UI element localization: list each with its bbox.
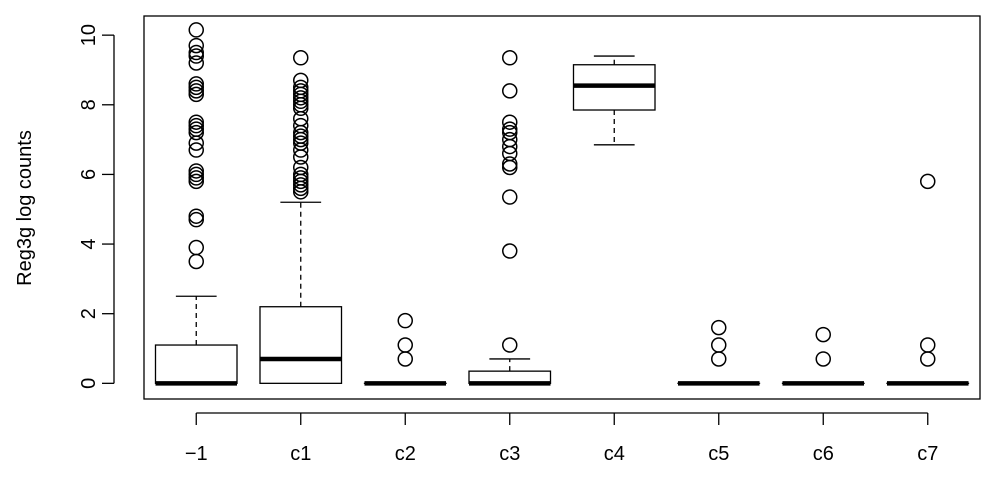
y-tick-label: 6 bbox=[78, 169, 100, 180]
y-tick-label: 0 bbox=[78, 378, 100, 389]
outlier-point bbox=[711, 351, 727, 367]
outlier-point bbox=[293, 159, 309, 176]
box-1 bbox=[154, 22, 238, 386]
outlier-point bbox=[188, 163, 204, 179]
outlier-point bbox=[188, 121, 204, 137]
outlier-point bbox=[815, 351, 831, 367]
outlier-point bbox=[502, 337, 518, 353]
outlier-point bbox=[188, 208, 204, 224]
outlier-point bbox=[188, 48, 204, 64]
outlier-point bbox=[293, 50, 309, 66]
outlier-point bbox=[188, 76, 204, 92]
outlier-point bbox=[711, 319, 727, 336]
outlier-point bbox=[188, 173, 204, 190]
outlier-point bbox=[397, 312, 413, 329]
x-tick-label: c2 bbox=[395, 443, 416, 465]
x-tick-label: c7 bbox=[917, 443, 938, 465]
outlier-point bbox=[293, 72, 309, 89]
outlier-point bbox=[188, 55, 204, 71]
outlier-point bbox=[188, 211, 204, 228]
outlier-point bbox=[188, 170, 204, 186]
box-4 bbox=[468, 50, 552, 386]
outlier-point bbox=[502, 114, 518, 130]
axes: 0 2 4 6 8 10 −1 c1 c2 c3 c4 c5 c6 c7 bbox=[78, 15, 981, 465]
outlier-point bbox=[188, 117, 204, 134]
y-axis-label: Reg3g log counts bbox=[14, 130, 36, 286]
outlier-point bbox=[293, 79, 309, 96]
outlier-point bbox=[188, 22, 204, 38]
y-tick-label: 8 bbox=[78, 99, 100, 110]
outlier-point bbox=[502, 50, 518, 66]
outlier-point bbox=[188, 114, 204, 130]
outlier-point bbox=[920, 351, 936, 367]
box-6 bbox=[677, 319, 761, 386]
x-tick-label: c3 bbox=[499, 443, 520, 465]
box-body bbox=[259, 306, 343, 384]
outlier-point bbox=[293, 128, 309, 144]
y-tick-label: 4 bbox=[78, 238, 100, 249]
x-tick-label: c1 bbox=[290, 443, 311, 465]
box-body bbox=[154, 344, 238, 384]
outlier-point bbox=[502, 131, 518, 148]
outlier-point bbox=[502, 189, 518, 205]
outlier-point bbox=[502, 159, 518, 176]
boxes bbox=[154, 22, 970, 386]
box-3 bbox=[363, 312, 447, 386]
plot-frame bbox=[143, 15, 981, 400]
outlier-point bbox=[188, 83, 204, 99]
outlier-point bbox=[502, 243, 518, 259]
x-tick-label: c4 bbox=[604, 443, 625, 465]
outlier-point bbox=[397, 337, 413, 353]
box-7 bbox=[781, 326, 865, 386]
outlier-point bbox=[920, 337, 936, 353]
outlier-point bbox=[293, 177, 309, 193]
outlier-point bbox=[188, 253, 204, 270]
outlier-point bbox=[293, 117, 309, 134]
outlier-point bbox=[920, 173, 936, 190]
outlier-point bbox=[293, 83, 309, 99]
outlier-point bbox=[188, 142, 204, 158]
outlier-point bbox=[502, 83, 518, 99]
outlier-point bbox=[815, 326, 831, 343]
y-tick-label: 2 bbox=[78, 308, 100, 319]
outlier-point bbox=[711, 337, 727, 353]
outlier-point bbox=[188, 79, 204, 96]
outlier-point bbox=[188, 86, 204, 103]
outlier-point bbox=[188, 124, 204, 141]
y-tick-label: 10 bbox=[78, 24, 100, 46]
outlier-point bbox=[502, 121, 518, 137]
outlier-point bbox=[188, 37, 204, 54]
outlier-point bbox=[293, 166, 309, 183]
outlier-point bbox=[293, 170, 309, 186]
outlier-point bbox=[397, 351, 413, 367]
outlier-point bbox=[188, 44, 204, 61]
box-8 bbox=[886, 173, 970, 386]
outlier-point bbox=[502, 156, 518, 172]
box-5 bbox=[572, 55, 656, 146]
x-tick-label: c6 bbox=[813, 443, 834, 465]
box-2 bbox=[259, 50, 343, 384]
outlier-point bbox=[293, 135, 309, 151]
outlier-point bbox=[188, 239, 204, 256]
outlier-point bbox=[502, 124, 518, 141]
outlier-point bbox=[293, 90, 309, 106]
x-tick-label: −1 bbox=[185, 443, 208, 465]
outlier-point bbox=[188, 166, 204, 183]
x-tick-label: c5 bbox=[708, 443, 729, 465]
